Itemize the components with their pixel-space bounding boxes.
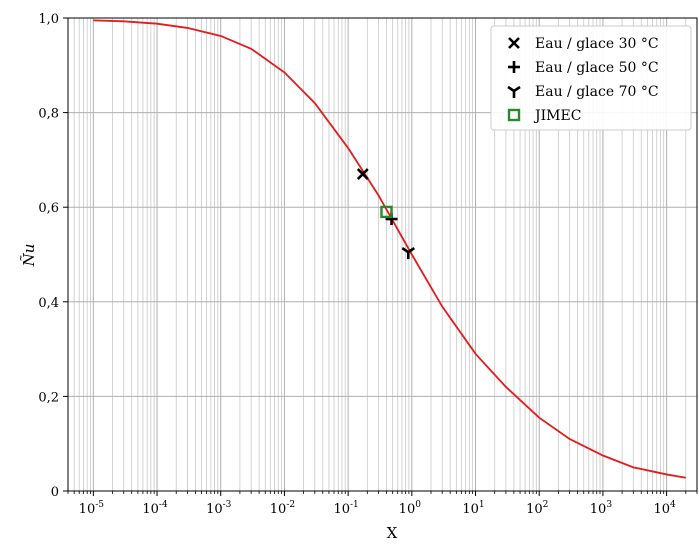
legend-label: Eau / glace 70 °C <box>535 84 659 100</box>
x-tick-label: 101 <box>462 500 484 517</box>
legend-box <box>490 25 692 131</box>
data-point-x <box>356 168 369 181</box>
legend-marker-square_open <box>507 108 521 122</box>
data-point-square_open <box>380 205 393 219</box>
y-tick-label: 0,8 <box>38 107 59 122</box>
data-point-tri_down <box>401 247 416 260</box>
legend-marker-plus <box>508 61 520 73</box>
x-tick-label: 100 <box>399 500 422 517</box>
x-axis-label: X <box>387 524 398 542</box>
x-tick-label: 10-2 <box>270 500 295 517</box>
y-tick-label: 0,2 <box>38 390 59 405</box>
plot-frame <box>67 17 698 492</box>
y-axis-label: Ñu <box>20 244 38 268</box>
red-curve-line <box>93 19 686 479</box>
axis-ticks: 10-5 10-4 10-3 10-2 10-1 100 101 102 103 104 0 0,2 0… <box>38 12 698 517</box>
x-tick-label: 104 <box>653 500 676 517</box>
legend: Eau / glace 30 °C Eau / glace 50 °C Eau / … <box>490 25 692 131</box>
x-tick-label: 10-3 <box>206 500 232 517</box>
x-tick-label: 102 <box>526 500 548 517</box>
x-tick-label: 103 <box>590 500 613 517</box>
legend-marker-x <box>508 37 520 49</box>
x-tick-label: 10-1 <box>333 500 358 517</box>
chart-marks <box>93 19 686 479</box>
x-tick-label: 10-5 <box>79 500 105 517</box>
legend-label: JIMEC <box>533 108 581 124</box>
legend-marker-tri_down <box>507 85 521 98</box>
legend-label: Eau / glace 30 °C <box>535 36 659 52</box>
legend-label: Eau / glace 50 °C <box>535 60 659 76</box>
y-tick-label: 0,4 <box>38 296 59 311</box>
y-tick-label: 0,6 <box>38 201 59 216</box>
y-tick-label: 1,0 <box>38 12 59 27</box>
x-tick-label: 10-4 <box>142 500 168 517</box>
y-tick-label: 0 <box>51 485 59 500</box>
